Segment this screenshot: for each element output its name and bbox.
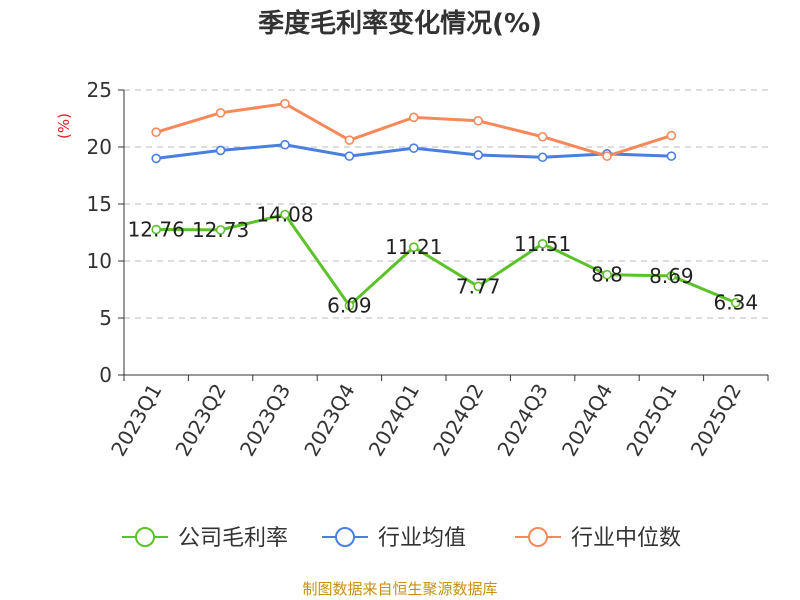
- legend-label: 行业均值: [378, 526, 466, 551]
- data-point: [537, 238, 548, 249]
- x-tick-label: 2023Q4: [299, 380, 359, 461]
- data-point: [280, 98, 290, 109]
- x-tick-label: 2025Q2: [686, 380, 746, 461]
- data-point: [215, 108, 226, 118]
- grid-lines: [124, 89, 768, 319]
- x-tick-label: 2024Q3: [492, 380, 552, 461]
- data-point: [602, 151, 612, 161]
- legend-swatch-marker: [135, 527, 155, 547]
- y-tick-label: 0: [99, 363, 112, 387]
- legend-item: 行业均值: [322, 526, 466, 551]
- data-point: [602, 269, 612, 280]
- data-point: [280, 139, 290, 150]
- y-tick-label: 25: [87, 78, 112, 102]
- source-note: 制图数据来自恒生聚源数据库: [302, 580, 497, 598]
- data-point: [151, 153, 161, 164]
- data-labels: 12.76 12.73 14.08 6.09 11.21 7.77 11.51 8.8 8.69…: [128, 202, 758, 317]
- data-label: 8.69: [649, 264, 694, 288]
- data-label: 6.34: [714, 291, 759, 315]
- data-point: [151, 224, 161, 235]
- data-point: [344, 135, 355, 145]
- data-label: 8.8: [591, 263, 623, 287]
- data-label: 12.73: [192, 218, 249, 242]
- data-point: [666, 151, 677, 161]
- x-tick-label: 2023Q2: [170, 380, 230, 461]
- data-point: [408, 112, 419, 123]
- data-point: [537, 131, 548, 142]
- legend-label: 公司毛利率: [178, 526, 288, 551]
- data-point: [473, 115, 484, 126]
- legend-item: 行业中位数: [515, 526, 681, 551]
- data-point: [473, 281, 484, 292]
- x-tick-label: 2024Q2: [428, 380, 488, 461]
- data-point: [344, 151, 355, 161]
- series-2: [151, 98, 677, 161]
- chart-title: 季度毛利率变化情况(%): [258, 8, 542, 39]
- data-label: 6.09: [327, 294, 372, 318]
- x-tick-label: 2024Q4: [557, 380, 617, 461]
- data-point: [408, 143, 419, 153]
- y-tick-label: 5: [99, 306, 112, 330]
- legend-swatch-marker: [335, 527, 355, 547]
- series-0: [151, 209, 741, 311]
- data-point: [537, 152, 548, 163]
- series-line: [156, 212, 737, 308]
- data-point: [215, 145, 226, 156]
- data-label: 11.51: [514, 232, 571, 256]
- data-label: 14.08: [256, 202, 313, 226]
- data-label: 12.76: [128, 218, 185, 242]
- x-tick-label: 2023Q3: [235, 380, 295, 461]
- series-layer: [151, 98, 741, 311]
- x-tick-label: 2024Q1: [364, 380, 424, 461]
- x-tick-label: 2025Q1: [621, 380, 681, 461]
- series-1: [151, 139, 677, 164]
- y-tick-label: 15: [87, 192, 112, 216]
- data-point: [344, 300, 355, 311]
- data-label: 11.21: [385, 235, 442, 259]
- data-point: [408, 242, 419, 253]
- y-tick-label: 20: [87, 135, 112, 159]
- y-axis-unit-label: (%): [55, 113, 73, 139]
- legend: 公司毛利率 行业均值 行业中位数: [122, 526, 681, 551]
- data-point: [280, 209, 290, 220]
- data-point: [666, 271, 677, 281]
- data-point: [473, 150, 484, 160]
- data-point: [666, 130, 677, 141]
- data-point: [730, 297, 741, 308]
- legend-item: 公司毛利率: [122, 526, 288, 551]
- x-tick-label: 2023Q1: [106, 380, 166, 461]
- data-point: [215, 225, 226, 235]
- legend-label: 行业中位数: [571, 526, 681, 551]
- y-tick-label: 10: [87, 249, 112, 273]
- data-point: [151, 127, 161, 137]
- data-label: 7.77: [456, 274, 501, 298]
- legend-swatch-marker: [528, 527, 548, 547]
